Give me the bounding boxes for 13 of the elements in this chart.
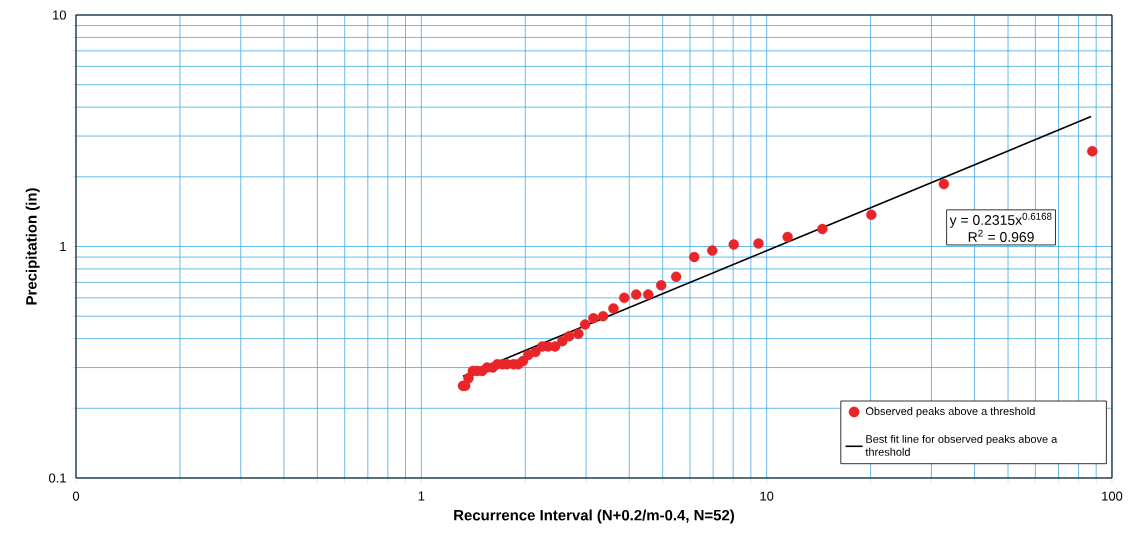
x-tick-label: 0: [72, 491, 80, 501]
y-tick-label: 10: [53, 10, 66, 20]
x-tick-label: 100: [1102, 491, 1123, 501]
legend-label: Observed peaks above a threshold: [865, 407, 1035, 418]
x-tick-label: 1: [418, 491, 425, 501]
y-tick-label: 0.1: [48, 473, 66, 483]
x-tick-label: 10: [760, 491, 774, 501]
x-axis-title: Recurrence Interval (N+0.2/m-0.4, N=52): [454, 509, 735, 524]
legend-label: Best fit line for observed peaks above a threshold: [865, 434, 1058, 456]
annotation: R$^{2}$ = 0.969: [968, 229, 1034, 242]
y-tick-label: 1: [60, 242, 66, 251]
annotation: y = 0.2315x$^{0.6168}$: [949, 212, 1052, 228]
y-axis-title: Precipitation (in): [25, 188, 40, 305]
